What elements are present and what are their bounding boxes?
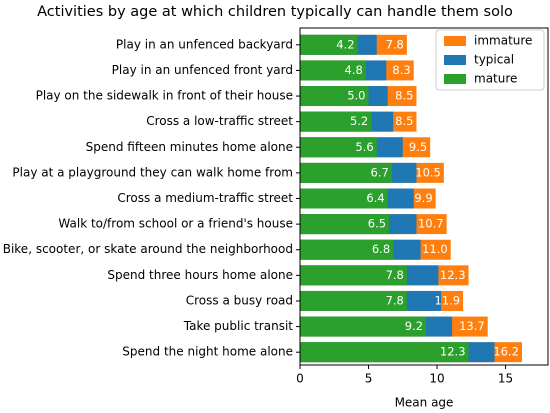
data-label: 12.3 [440,345,466,359]
x-tick-label: 0 [296,372,304,386]
data-label: 4.8 [344,63,362,77]
data-label: 5.6 [355,140,373,154]
y-tick-label: Spend the night home alone [122,345,293,359]
data-label: 4.2 [336,37,354,51]
bar [300,111,372,132]
x-tick-label: 5 [365,372,373,386]
data-label: 11.0 [422,242,448,256]
bar [300,290,407,311]
data-label: 9.2 [405,319,423,333]
data-label: 16.2 [493,345,519,359]
data-label: 5.0 [347,89,365,103]
bar [300,137,377,158]
data-label: 13.7 [459,319,485,333]
plot-frame [299,27,549,366]
data-label: 7.8 [386,293,404,307]
bar [300,316,427,337]
y-tick-label: Spend three hours home alone [107,268,293,282]
bar [300,342,469,363]
bar [300,265,407,286]
data-label: 6.5 [368,217,386,231]
legend-label: typical [474,53,514,67]
x-tick-label: 15 [498,372,513,386]
y-tick-label: Walk to/from school or a friend's house [58,217,293,231]
y-tick-label: Take public transit [183,319,294,333]
y-tick-label: Play in an unfenced backyard [116,37,293,51]
chart-title: Activities by age at which children typi… [37,4,513,20]
data-label: 5.2 [350,114,368,128]
y-tick-label: Play at a playground they can walk home … [12,165,293,179]
bar [300,34,358,55]
x-axis-label: Mean age [395,396,454,410]
data-label: 7.8 [386,268,404,282]
bar [300,86,369,107]
data-label: 6.8 [372,242,390,256]
y-tick-label: Spend fifteen minutes home alone [86,140,293,154]
data-label: 10.7 [418,217,444,231]
data-label: 8.5 [395,114,413,128]
data-label: 9.9 [414,191,432,205]
legend-swatch [444,74,466,84]
data-label: 9.5 [409,140,427,154]
bar [300,214,390,235]
y-tick-label: Cross a medium-traffic street [117,191,293,205]
legend-label: immature [474,34,532,48]
data-label: 6.4 [366,191,384,205]
x-tick-label: 10 [429,372,444,386]
legend-swatch [444,36,466,46]
bar [300,162,392,183]
data-label: 11.9 [434,293,460,307]
y-tick-label: Cross a low-traffic street [146,114,293,128]
bar [300,239,394,260]
data-label: 6.7 [371,165,389,179]
y-tick-label: Play on the sidewalk in front of their h… [36,89,293,103]
data-label: 8.3 [392,63,410,77]
bar [300,188,388,209]
bar [300,60,366,81]
data-label: 10.5 [415,165,441,179]
data-label: 7.8 [386,37,404,51]
data-label: 8.5 [395,89,413,103]
legend-label: mature [474,72,517,86]
legend-swatch [444,55,466,65]
data-label: 12.3 [440,268,466,282]
y-tick-label: Play in an unfenced front yard [112,63,293,77]
y-tick-label: Bike, scooter, or skate around the neigh… [3,242,293,256]
y-tick-label: Cross a busy road [186,293,293,307]
